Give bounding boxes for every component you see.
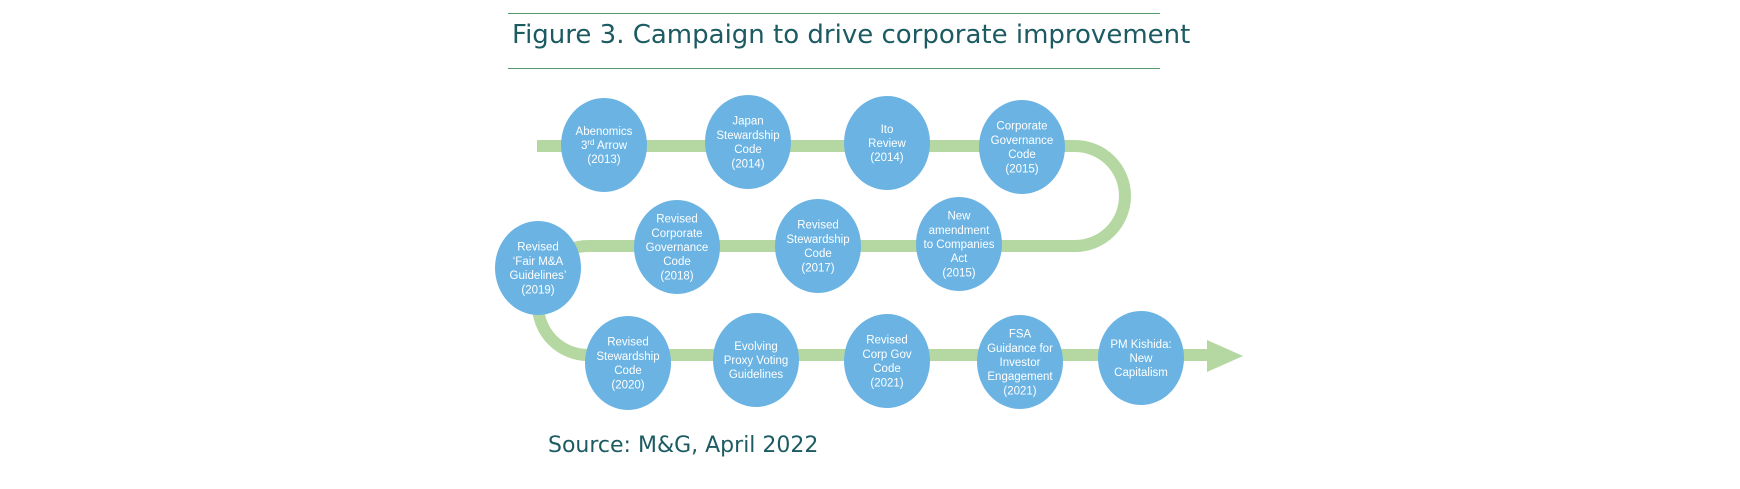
figure-title: Figure 3. Campaign to drive corporate im… xyxy=(512,20,1191,50)
node-label: Corporate Governance Code (2015) xyxy=(991,121,1054,176)
node-label: Revised ‘Fair M&A Guidelines’ (2019) xyxy=(510,242,567,297)
node-label-line: Revised xyxy=(517,242,559,254)
node-label: Evolving Proxy Voting Guidelines xyxy=(724,341,789,381)
timeline-node-cgc-2015: Corporate Governance Code (2015) xyxy=(979,100,1065,194)
node-label-line: (2021) xyxy=(1003,385,1036,397)
node-label-line: Engagement xyxy=(987,371,1053,383)
node-label: Revised Corp Gov Code (2021) xyxy=(862,335,911,390)
node-circle xyxy=(979,100,1065,194)
timeline-node-rev-stewardship-2020: Revised Stewardship Code (2020) xyxy=(585,316,671,410)
node-circle xyxy=(495,221,581,315)
timeline-node-abenomics: Abenomics 3rd Arrow (2013) xyxy=(561,98,647,192)
timeline-node-companies-act: New amendment to Companies Act (2015) xyxy=(916,197,1002,291)
timeline-node-rev-stewardship-2017: Revised Stewardship Code (2017) xyxy=(775,199,861,293)
node-label-line: Code xyxy=(1008,149,1036,161)
timeline-node-rev-corpgov-2021: Revised Corp Gov Code (2021) xyxy=(844,314,930,408)
bottom-rule xyxy=(508,68,1160,69)
node-label-line: Evolving xyxy=(734,341,777,353)
node-label-line: Stewardship xyxy=(716,130,779,142)
timeline-path xyxy=(532,140,1243,372)
node-label-line: Code xyxy=(804,248,832,260)
node-label-line: Code xyxy=(614,365,642,377)
node-label-line: FSA xyxy=(1009,329,1032,341)
timeline-node-pm-kishida: PM Kishida: New Capitalism xyxy=(1098,311,1184,405)
node-label: Revised Stewardship Code (2017) xyxy=(786,220,849,275)
node-circle xyxy=(916,197,1002,291)
node-label-line: Stewardship xyxy=(786,234,849,246)
node-label-line: Act xyxy=(951,253,968,265)
arrow-head-icon xyxy=(1207,340,1243,372)
timeline-node-proxy-voting: Evolving Proxy Voting Guidelines xyxy=(713,313,799,407)
node-label-line: New xyxy=(1129,353,1153,365)
node-label-line: Investor xyxy=(1000,357,1041,369)
node-label-line: Proxy Voting xyxy=(724,355,789,367)
node-circle xyxy=(775,199,861,293)
node-label-line: (2015) xyxy=(1005,163,1038,175)
node-label-line: Corp Gov xyxy=(862,349,911,361)
node-label-line: Revised xyxy=(866,335,908,347)
node-label-line: Capitalism xyxy=(1114,367,1168,379)
node-label-line: Abenomics xyxy=(576,126,633,138)
node-label-line: Guidelines’ xyxy=(510,270,567,282)
node-label: Revised Stewardship Code (2020) xyxy=(596,337,659,392)
node-label-line: ‘Fair M&A xyxy=(513,256,564,268)
source-note: Source: M&G, April 2022 xyxy=(548,433,819,458)
nodes-layer: Abenomics 3rd Arrow (2013) Japan Stewardship… xyxy=(495,95,1184,410)
top-rule xyxy=(508,13,1160,14)
node-label-line: Governance xyxy=(646,242,709,254)
node-label: New amendment to Companies Act (2015) xyxy=(924,211,995,280)
node-label-line: Corporate xyxy=(996,121,1047,133)
node-label-line: (2021) xyxy=(870,377,903,389)
node-label-line: Ito xyxy=(881,124,894,136)
node-label-line: Code xyxy=(734,144,762,156)
node-circle xyxy=(1098,311,1184,405)
node-label-line: (2019) xyxy=(521,284,554,296)
node-label: Abenomics 3rd Arrow (2013) xyxy=(576,126,633,166)
node-label-line: PM Kishida: xyxy=(1110,339,1171,351)
node-label-line: Review xyxy=(868,138,906,150)
node-label: FSA Guidance for Investor Engagement (2021) xyxy=(987,329,1053,398)
node-label-line: Code xyxy=(663,256,691,268)
node-label-line: (2017) xyxy=(801,262,834,274)
timeline-node-rev-cgc-2018: Revised Corporate Governance Code (2018) xyxy=(634,200,720,294)
node-circle xyxy=(844,96,930,190)
node-label-line: Revised xyxy=(607,337,649,349)
node-label-line: (2020) xyxy=(611,379,644,391)
node-label-line: Corporate xyxy=(651,228,702,240)
node-label: Ito Review (2014) xyxy=(868,124,906,164)
node-circle xyxy=(844,314,930,408)
node-label-line: amendment xyxy=(929,225,991,237)
timeline-node-fair-ma-2019: Revised ‘Fair M&A Guidelines’ (2019) xyxy=(495,221,581,315)
node-label-line: New xyxy=(947,211,971,223)
winding-track xyxy=(532,140,1210,361)
node-circle xyxy=(977,315,1063,409)
node-circle xyxy=(705,95,791,189)
node-circle xyxy=(585,316,671,410)
node-label-line: (2014) xyxy=(870,152,903,164)
node-label-line: Guidance for xyxy=(987,343,1053,355)
node-circle xyxy=(561,98,647,192)
node-label: PM Kishida: New Capitalism xyxy=(1110,339,1171,379)
node-label-line: Guidelines xyxy=(729,369,784,381)
node-circle xyxy=(713,313,799,407)
node-label-line: (2014) xyxy=(731,158,764,170)
node-label-line: to Companies xyxy=(924,239,995,251)
node-label-line: (2018) xyxy=(660,270,693,282)
timeline-node-japan-stewardship: Japan Stewardship Code (2014) xyxy=(705,95,791,189)
node-label-line: (2013) xyxy=(587,154,620,166)
node-label-line: Japan xyxy=(732,116,763,128)
node-label: Revised Corporate Governance Code (2018) xyxy=(646,214,709,283)
node-label-line: 3rd Arrow xyxy=(581,138,628,152)
node-label-line: Revised xyxy=(656,214,698,226)
node-label: Japan Stewardship Code (2014) xyxy=(716,116,779,171)
node-label-line: Revised xyxy=(797,220,839,232)
node-label-line: Governance xyxy=(991,135,1054,147)
timeline-node-fsa-guidance: FSA Guidance for Investor Engagement (2021) xyxy=(977,315,1063,409)
timeline-node-ito-review: Ito Review (2014) xyxy=(844,96,930,190)
node-label-line: Stewardship xyxy=(596,351,659,363)
node-label-line: Code xyxy=(873,363,901,375)
node-label-line: (2015) xyxy=(942,267,975,279)
node-circle xyxy=(634,200,720,294)
